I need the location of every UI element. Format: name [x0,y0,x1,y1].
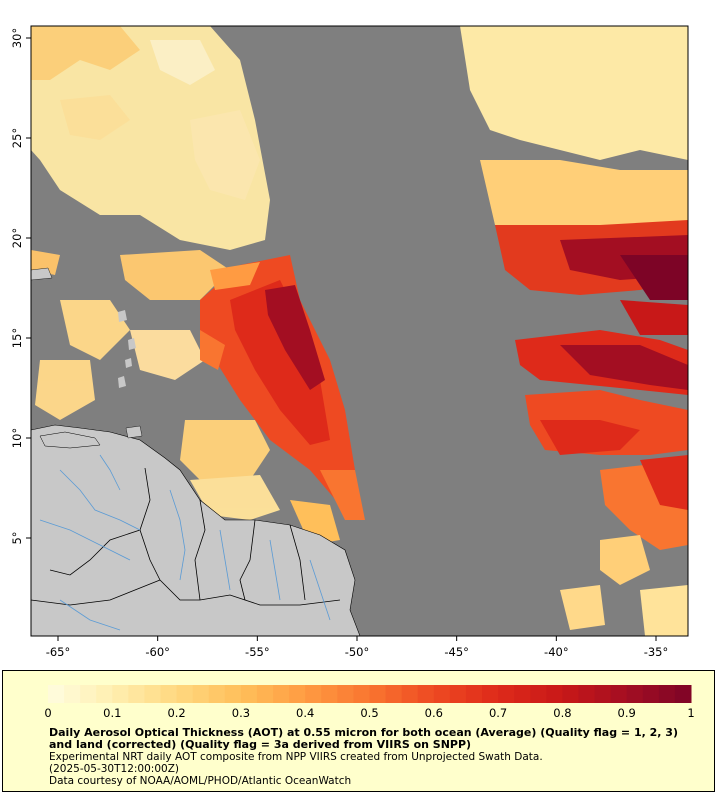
colorbar-tick-label: 0.6 [425,706,443,720]
colorbar-cell [498,685,515,703]
colorbar-cell [160,685,178,703]
lon-tick-label: -35° [644,645,669,659]
map-panel: -65° -60° -55° -50° -45° -40° -35° 5° 10° 15° 20°… [10,25,689,659]
colorbar-cell [546,685,563,703]
lon-tick-label: -40° [544,645,569,659]
lat-tick-label: 10° [10,428,24,448]
colorbar-cell [144,685,162,703]
legend-subtitle-description: Experimental NRT daily AOT composite fro… [49,751,543,763]
colorbar-tick-label: 0.8 [553,706,571,720]
south-america-land [31,267,361,636]
colorbar-cell [578,685,596,703]
rivers [39,454,331,631]
colorbar-cell [112,685,129,703]
colorbar-cell [417,685,435,703]
colorbar-cell [321,685,338,703]
colorbar-cell [658,685,676,703]
colorbar-tick-label: 0.4 [296,706,314,720]
colorbar-cell [224,685,242,703]
colorbar-cell [514,685,531,703]
colorbar-cell [273,685,290,703]
colorbar-cells [48,685,692,703]
colorbar-cell [530,685,547,703]
colorbar-cell [369,685,387,703]
east-swath-aerosol [460,26,688,636]
legend-title: Daily Aerosol Optical Thickness (AOT) at… [49,726,678,751]
colorbar-tick-label: 0.5 [360,706,378,720]
colorbar-cell [337,685,354,703]
colorbar-tick-label: 0.9 [618,706,636,720]
plot-frame [30,25,689,637]
lon-tick-label: -45° [444,645,469,659]
colorbar-tick-label: 0.2 [167,706,185,720]
colorbar-tick-label: 0.3 [232,706,250,720]
colorbar-cell [48,685,65,703]
lat-tick-label: 30° [10,28,24,48]
lat-tick-label: 25° [10,128,24,148]
lon-tick-label: -55° [245,645,270,659]
colorbar-tick-label: 0 [44,706,51,720]
colorbar: 0 0.1 0.2 0.3 0.4 0.5 0.6 0.7 0.8 0.9 1 [44,685,695,720]
colorbar-cell [562,685,579,703]
west-swath-aerosol [31,26,280,520]
colorbar-cell [80,685,97,703]
aot-map: -65° -60° -55° -50° -45° -40° -35° 5° 10° 15° 20°… [10,25,689,659]
colorbar-cell [465,685,483,703]
colorbar-cell [305,685,322,703]
legend-subtitle-date: (2025-05-30T12:00:00Z) [49,763,179,775]
colorbar-cell [240,685,258,703]
longitude-axis: -65° -60° -55° -50° -45° -40° -35° [46,636,669,659]
colorbar-cell [433,685,451,703]
colorbar-cell [289,685,306,703]
lat-tick-label: 20° [10,228,24,248]
lon-tick-label: -50° [345,645,370,659]
lon-tick-label: -65° [46,645,71,659]
colorbar-cell [64,685,81,703]
colorbar-cell [176,685,194,703]
colorbar-cell [482,685,499,703]
colorbar-cell [96,685,113,703]
colorbar-cell [594,685,612,703]
colorbar-cell [610,685,628,703]
lon-tick-label: -60° [145,645,170,659]
legend-panel: 0 0.1 0.2 0.3 0.4 0.5 0.6 0.7 0.8 0.9 1 Daily Aero… [2,670,715,792]
colorbar-cell [626,685,644,703]
colorbar-cell [401,685,419,703]
lat-tick-label: 5° [10,531,24,544]
colorbar-cell [385,685,403,703]
colorbar-cell [353,685,370,703]
west-swath-plume [200,255,365,545]
latitude-axis: 5° 10° 15° 20° 25° 30° [10,28,31,545]
colorbar-tick-label: 0.1 [103,706,121,720]
legend-credit: Data courtesy of NOAA/AOML/PHOD/Atlantic… [49,775,352,787]
lat-tick-label: 15° [10,328,24,348]
colorbar-ticks: 0 0.1 0.2 0.3 0.4 0.5 0.6 0.7 0.8 0.9 1 [44,706,694,720]
colorbar-cell [192,685,210,703]
colorbar-cell [674,685,692,703]
colorbar-cell [449,685,467,703]
colorbar-tick-label: 0.7 [489,706,507,720]
colorbar-tick-label: 1 [687,706,694,720]
colorbar-cell [208,685,226,703]
colorbar-cell [128,685,145,703]
colorbar-cell [256,685,274,703]
colorbar-cell [642,685,660,703]
